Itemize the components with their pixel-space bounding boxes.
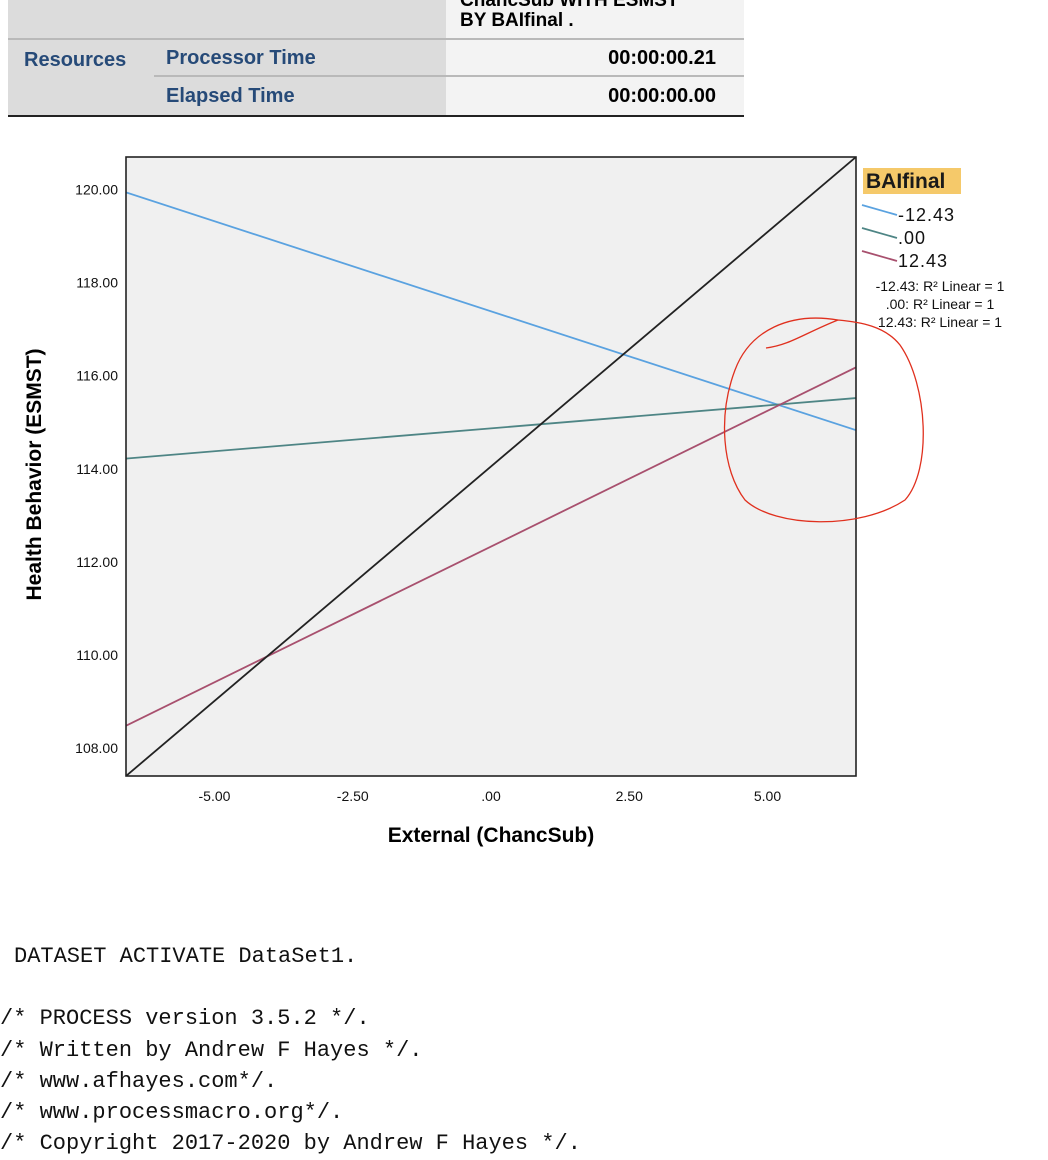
x-tick-label: 2.50 — [616, 788, 643, 804]
y-tick-label: 114.00 — [76, 461, 118, 477]
table-command-cell: ChancSub WITH ESMST BY BAIfinal . — [446, 0, 744, 40]
plot-frame — [125, 156, 857, 777]
elapsed-time-label: Elapsed Time — [166, 85, 295, 107]
axes: 108.00 110.00 112.00 114.00 116.00 118.00 120.… — [23, 182, 781, 847]
y-tick-label: 116.00 — [76, 368, 118, 384]
reference-line — [126, 157, 856, 776]
legend-entry: .00 — [898, 228, 926, 248]
r2-label: 12.43: R² Linear = 1 — [878, 314, 1002, 330]
simple-slopes-chart: 108.00 110.00 112.00 114.00 116.00 118.00 120.… — [23, 156, 1005, 847]
red-circle-annotation — [723, 317, 924, 523]
command-line-2: BY BAIfinal . — [460, 10, 574, 31]
y-tick-label: 120.00 — [75, 182, 118, 198]
r2-label: .00: R² Linear = 1 — [886, 296, 995, 312]
elapsed-time-value-cell: 00:00:00.00 — [446, 77, 744, 116]
legend-title: BAIfinal — [866, 170, 945, 193]
syntax-line-processmacro: /* www.processmacro.org*/. — [0, 1100, 344, 1125]
y-tick-label: 118.00 — [76, 275, 118, 291]
y-axis-title: Health Behavior (ESMST) — [23, 348, 46, 600]
x-tick-label: .00 — [481, 788, 501, 804]
series-line-3 — [126, 366, 856, 727]
legend-title-highlight — [863, 168, 961, 194]
legend-swatch — [861, 204, 898, 216]
processor-time-label-cell: Processor Time — [154, 40, 446, 77]
syntax-line-dataset: DATASET ACTIVATE DataSet1. — [14, 944, 358, 969]
elapsed-time-value: 00:00:00.00 — [608, 85, 716, 107]
r2-label: -12.43: R² Linear = 1 — [876, 278, 1005, 294]
legend-entry: -12.43 — [898, 205, 955, 225]
series-lines — [126, 157, 856, 776]
processor-time-value-cell: 00:00:00.21 — [446, 40, 744, 77]
x-tick-label: -2.50 — [337, 788, 369, 804]
processor-time-value: 00:00:00.21 — [608, 47, 716, 69]
legend-swatch — [861, 227, 898, 239]
y-tick-label: 110.00 — [76, 647, 118, 663]
x-axis-title: External (ChancSub) — [388, 824, 595, 847]
legend: BAIfinal -12.43 .00 12.43 -12.43: R² Linear … — [861, 168, 1005, 330]
command-line-1: ChancSub WITH ESMST — [460, 0, 679, 11]
table-header-left — [8, 0, 446, 40]
hand-drawn-annotation — [723, 317, 924, 523]
resources-label-cell: Resources — [8, 40, 154, 116]
series-line-1 — [126, 191, 856, 432]
y-tick-label: 108.00 — [75, 740, 118, 756]
processor-time-label: Processor Time — [166, 47, 316, 69]
plot-area — [125, 156, 857, 777]
log-table: ChancSub WITH ESMST BY BAIfinal . Resour… — [8, 0, 744, 118]
elapsed-time-label-cell: Elapsed Time — [154, 77, 446, 116]
series-line-2 — [126, 397, 856, 460]
legend-entry: 12.43 — [898, 251, 948, 271]
syntax-line-copyright: /* Copyright 2017-2020 by Andrew F Hayes… — [0, 1131, 581, 1156]
syntax-line-process-version: /* PROCESS version 3.5.2 */. — [0, 1006, 370, 1031]
syntax-line-author: /* Written by Andrew F Hayes */. — [0, 1038, 423, 1063]
syntax-line-afhayes: /* www.afhayes.com*/. — [0, 1069, 278, 1094]
x-tick-label: 5.00 — [754, 788, 781, 804]
x-tick-label: -5.00 — [199, 788, 231, 804]
legend-swatch — [861, 250, 898, 262]
y-tick-label: 112.00 — [76, 554, 118, 570]
resources-label: Resources — [24, 49, 127, 71]
